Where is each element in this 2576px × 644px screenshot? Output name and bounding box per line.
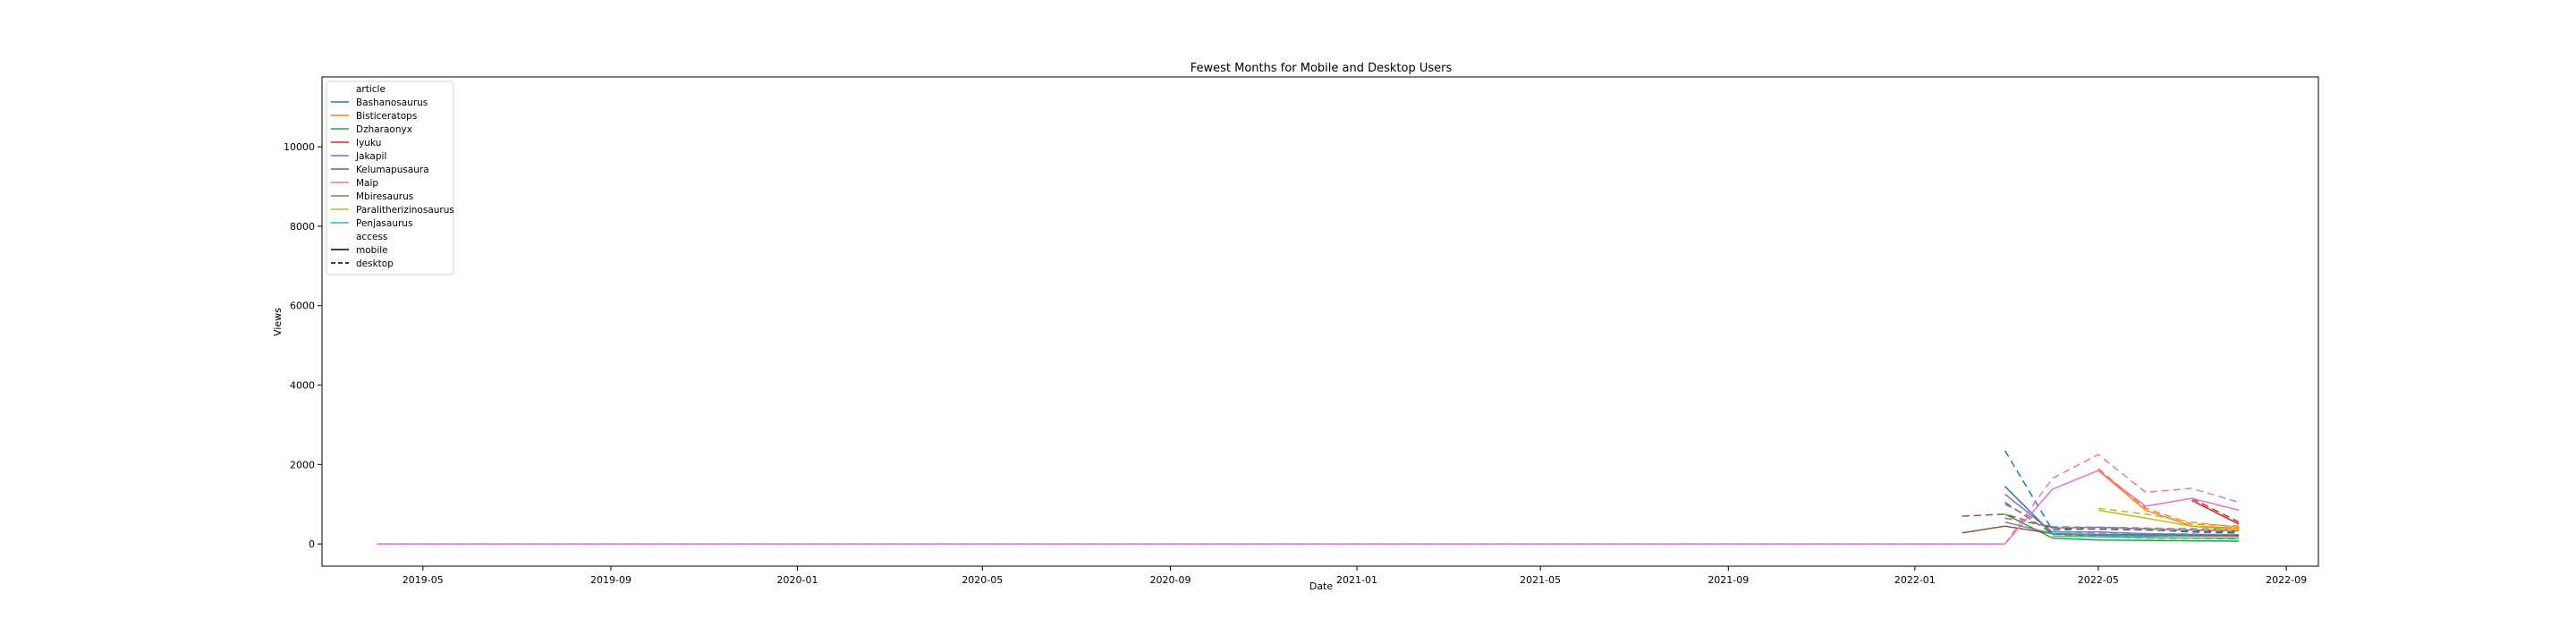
series-line-penjasaurus-desktop	[2052, 531, 2240, 536]
legend-heading: access	[356, 232, 387, 242]
x-tick-label: 2021-05	[1520, 574, 1561, 586]
plot-frame	[321, 76, 2319, 567]
x-tick-label: 2020-01	[777, 574, 818, 586]
legend-label-bisticeratops: Bisticeratops	[356, 111, 417, 122]
series-line-maip-mobile	[377, 470, 2240, 545]
legend: article Bashanosaurus Bisticeratops Dzharao…	[326, 80, 454, 275]
y-tick-label: 2000	[290, 459, 315, 470]
y-axis: 0 2000 4000 6000 8000 10000	[284, 141, 322, 550]
y-tick-label: 8000	[290, 221, 315, 233]
x-tick-label: 2022-09	[2266, 574, 2307, 586]
x-tick-label: 2020-05	[962, 574, 1003, 586]
legend-label-dzharaonyx: Dzharaonyx	[356, 124, 412, 135]
x-tick-label: 2021-01	[1336, 574, 1377, 586]
legend-label-mbiresaurus: Mbiresaurus	[356, 191, 413, 202]
x-tick-label: 2019-05	[402, 574, 444, 586]
y-axis-label: Views	[272, 308, 284, 336]
legend-label-iyuku: Iyuku	[356, 138, 381, 148]
x-axis: 2019-05 2019-09 2020-01 2020-05 2020-09 2021-…	[402, 566, 2307, 586]
legend-label-penjasaurus: Penjasaurus	[356, 218, 412, 229]
series-line-paralitherizinosaurus-desktop	[2097, 507, 2240, 529]
series-line-dzharaonyx-mobile	[2004, 513, 2240, 542]
legend-label-jakapil: Jakapil	[355, 151, 386, 162]
x-tick-label: 2020-09	[1150, 574, 1191, 586]
series-line-paralitherizinosaurus-mobile	[2097, 509, 2240, 531]
x-axis-label: Date	[1309, 580, 1334, 592]
series-line-penjasaurus-mobile	[2052, 535, 2240, 539]
legend-label-mobile: mobile	[356, 245, 388, 256]
y-tick-label: 10000	[284, 141, 315, 153]
x-tick-label: 2022-01	[1894, 574, 1936, 586]
series-layer	[377, 450, 2240, 545]
chart-title: Fewest Months for Mobile and Desktop Use…	[1191, 62, 1453, 75]
plot-area	[321, 76, 2319, 567]
series-line-bashanosaurus-desktop	[2004, 450, 2240, 534]
series-line-mbiresaurus-desktop	[2004, 517, 2240, 530]
y-tick-label: 0	[309, 538, 315, 550]
legend-label-maip: Maip	[356, 178, 378, 189]
series-line-iyuku-mobile	[2190, 499, 2240, 525]
x-tick-label: 2022-05	[2078, 574, 2119, 586]
legend-label-desktop: desktop	[356, 258, 394, 269]
legend-label-paralitherizinosaurus: Paralitherizinosaurus	[356, 205, 454, 216]
y-tick-label: 6000	[290, 301, 315, 312]
y-tick-label: 4000	[290, 380, 315, 392]
legend-label-kelumapusaura: Kelumapusaura	[356, 165, 429, 175]
x-tick-label: 2019-09	[590, 574, 631, 586]
series-line-iyuku-desktop	[2190, 497, 2240, 523]
x-tick-label: 2021-09	[1707, 574, 1749, 586]
legend-heading: article	[356, 84, 386, 95]
legend-box	[326, 80, 454, 275]
series-line-mbiresaurus-mobile	[2004, 521, 2240, 538]
legend-label-bashanosaurus: Bashanosaurus	[356, 97, 428, 108]
